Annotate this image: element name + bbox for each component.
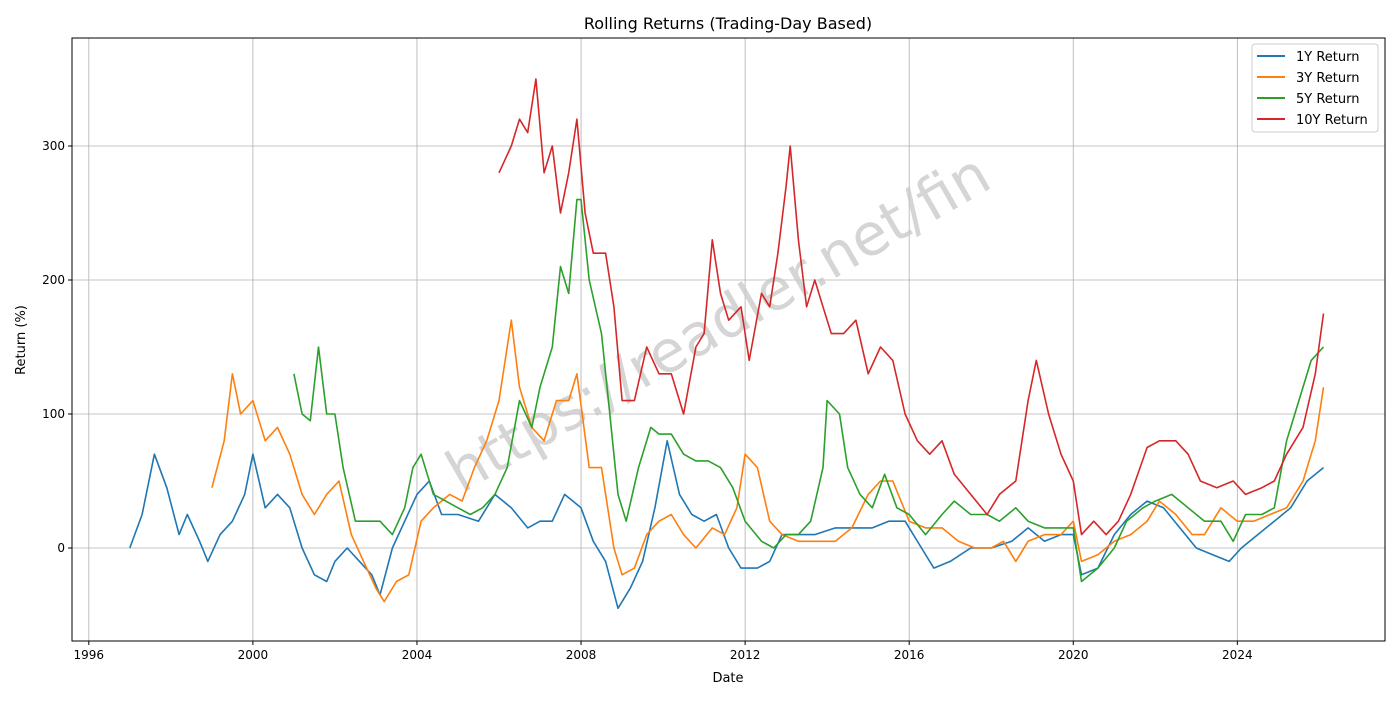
x-tick-label: 2000 <box>238 648 269 662</box>
legend: 1Y Return 3Y Return 5Y Return 10Y Return <box>1251 43 1379 133</box>
plot-frame <box>71 37 1386 642</box>
y-tick-label: 0 <box>57 541 65 555</box>
series-line-3y-return <box>211 319 1325 603</box>
x-tick-label: 2024 <box>1222 648 1253 662</box>
x-axis-ticks: 1996 2000 2004 2008 2012 2016 2020 2024 <box>74 641 1253 662</box>
series-line-5y-return <box>293 198 1325 583</box>
watermark-text: https://readler.net/fin <box>435 139 1002 506</box>
legend-label: 5Y Return <box>1296 92 1359 107</box>
x-tick-label: 2012 <box>730 648 761 662</box>
y-tick-label: 300 <box>42 139 65 153</box>
x-tick-label: 1996 <box>74 648 105 662</box>
series-line-10y-return <box>498 78 1325 536</box>
legend-label: 3Y Return <box>1296 71 1359 86</box>
y-axis-label: Return (%) <box>14 305 29 375</box>
x-tick-label: 2020 <box>1058 648 1089 662</box>
legend-label: 10Y Return <box>1296 113 1368 128</box>
y-axis-ticks: 0 100 200 300 <box>42 139 72 555</box>
series-line-1y-return <box>129 439 1325 610</box>
x-tick-label: 2016 <box>894 648 925 662</box>
x-tick-label: 2008 <box>566 648 597 662</box>
x-tick-label: 2004 <box>402 648 433 662</box>
legend-box <box>1251 43 1379 133</box>
x-axis-label: Date <box>712 671 743 686</box>
chart-title: Rolling Returns (Trading-Day Based) <box>584 14 872 33</box>
y-tick-label: 200 <box>42 273 65 287</box>
y-tick-label: 100 <box>42 407 65 421</box>
watermark: https://readler.net/fin <box>435 139 1002 506</box>
series-lines <box>129 78 1325 610</box>
legend-label: 1Y Return <box>1296 50 1359 65</box>
